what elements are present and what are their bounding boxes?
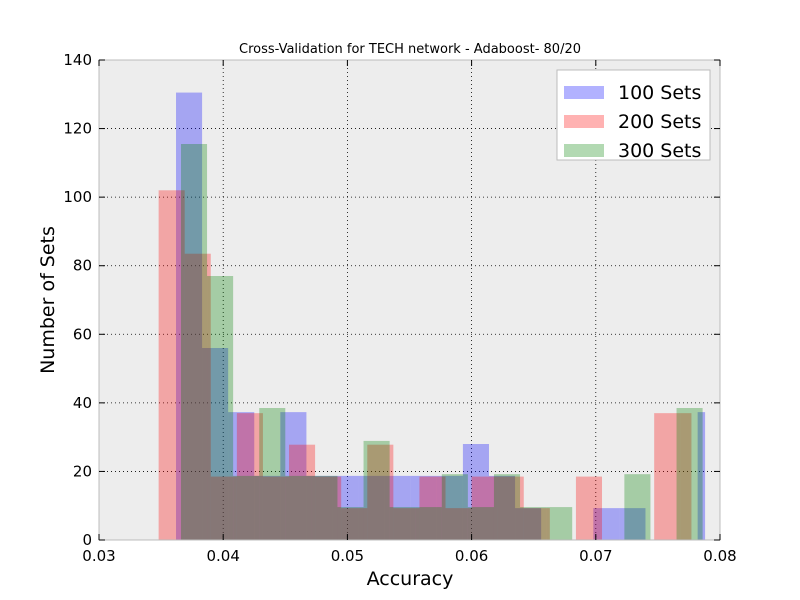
y-tick-label: 40 xyxy=(73,394,92,412)
histogram-bar xyxy=(202,348,229,540)
legend-label: 200 Sets xyxy=(618,111,701,133)
histogram-bar xyxy=(445,508,472,540)
histogram-bar xyxy=(254,475,281,540)
histogram-bar xyxy=(575,476,603,540)
y-tick-label: 20 xyxy=(73,462,92,480)
histogram-bar xyxy=(341,508,368,540)
histogram-bar xyxy=(180,144,208,540)
histogram-bar xyxy=(462,444,489,540)
histogram-bar xyxy=(410,475,437,540)
histogram-bar xyxy=(593,508,620,540)
x-tick-label: 0.03 xyxy=(82,547,115,565)
histogram-bar xyxy=(471,476,498,540)
histogram-bar xyxy=(233,475,260,540)
histogram-bar xyxy=(289,444,316,540)
histogram-bar xyxy=(467,507,494,540)
legend-swatch xyxy=(564,144,604,157)
histogram-bar xyxy=(358,475,385,540)
chart-title: Cross-Validation for TECH network - Adab… xyxy=(239,42,581,57)
series-200-sets xyxy=(158,190,692,541)
histogram-bar xyxy=(520,507,547,540)
histogram-bar xyxy=(441,474,468,540)
histogram-bar xyxy=(546,507,573,540)
histogram-bar xyxy=(184,253,211,540)
x-tick-label: 0.05 xyxy=(331,547,364,565)
x-tick-label: 0.08 xyxy=(703,547,736,565)
histogram-bar xyxy=(676,408,703,540)
histogram-bar xyxy=(228,412,255,540)
legend: 100 Sets 200 Sets 300 Sets xyxy=(556,69,711,162)
legend-label: 100 Sets xyxy=(618,82,701,104)
histogram-bar xyxy=(363,440,390,540)
y-tick-label: 120 xyxy=(63,120,92,138)
histogram-bar xyxy=(493,474,521,540)
histogram-bar xyxy=(393,508,420,540)
y-tick-label: 100 xyxy=(63,188,92,206)
histogram-bar xyxy=(523,508,550,540)
legend-swatch xyxy=(564,86,604,99)
histogram-bar xyxy=(384,475,411,540)
plot-frame xyxy=(98,59,721,541)
histogram-bar xyxy=(624,474,651,540)
x-tick-label: 0.07 xyxy=(579,547,612,565)
histogram-bar xyxy=(315,476,342,540)
axis-ticks: 0.03 0.04 0.05 0.06 0.07 0.08 0 20 40 60 80 100 120 1… xyxy=(63,51,736,565)
histogram-bar xyxy=(515,508,542,540)
y-tick-label: 60 xyxy=(73,325,92,343)
histogram-bar xyxy=(415,507,442,540)
x-tick-label: 0.06 xyxy=(455,547,488,565)
histogram-bar xyxy=(262,476,290,540)
histogram-bar xyxy=(207,276,234,540)
histogram-bar xyxy=(497,476,524,540)
y-tick-label: 0 xyxy=(82,531,92,549)
x-tick-label: 0.04 xyxy=(206,547,239,565)
histogram-bar xyxy=(389,507,416,540)
legend-label: 300 Sets xyxy=(618,140,701,162)
y-axis-title: Number of Sets xyxy=(37,226,59,374)
histogram-bar xyxy=(367,444,394,540)
histogram-bars xyxy=(158,92,706,541)
histogram-bar xyxy=(306,475,333,540)
histogram-bar xyxy=(419,476,446,540)
legend-box xyxy=(556,69,711,161)
histogram-bar xyxy=(680,413,692,540)
histogram-bar xyxy=(176,92,203,541)
histogram-bar xyxy=(210,476,237,540)
histogram-bar xyxy=(332,475,359,540)
histogram-bar xyxy=(285,475,312,540)
histogram-bar xyxy=(280,412,307,540)
series-300-sets xyxy=(180,144,703,540)
histogram-bar xyxy=(337,507,364,540)
y-tick-label: 140 xyxy=(63,51,92,69)
y-tick-label: 80 xyxy=(73,257,92,275)
histogram-bar xyxy=(619,508,646,540)
histogram-bar xyxy=(488,475,516,540)
series-100-sets xyxy=(176,92,706,541)
legend-swatch xyxy=(564,115,604,128)
histogram-bar xyxy=(311,475,338,540)
histogram-bar xyxy=(236,413,263,540)
histogram-bar xyxy=(436,475,463,540)
histogram-bar xyxy=(697,412,706,540)
histogram-bar xyxy=(259,408,286,540)
x-axis-title: Accuracy xyxy=(367,568,454,590)
histogram-bar xyxy=(158,190,185,541)
histogram-bar xyxy=(654,413,681,540)
